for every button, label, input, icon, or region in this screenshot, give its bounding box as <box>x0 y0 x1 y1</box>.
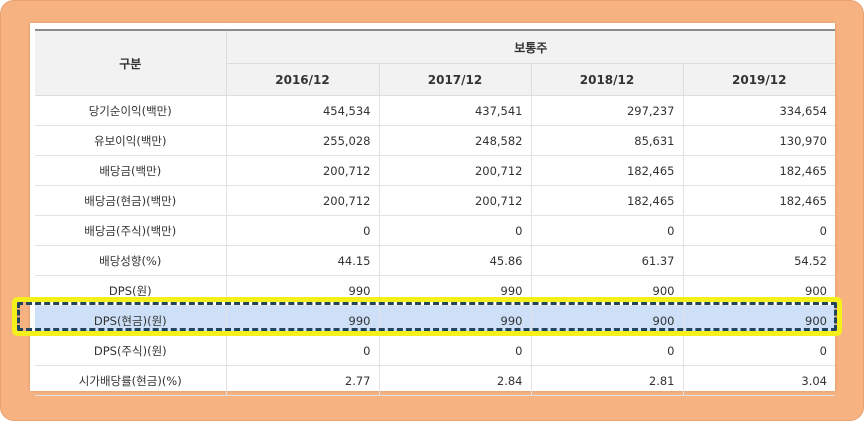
cell-value: 0 <box>683 335 835 366</box>
cell-value: 182,465 <box>683 155 835 186</box>
row-label: 배당성향(%) <box>35 245 227 276</box>
cell-value: 2.84 <box>379 365 532 396</box>
dividend-table: 구분 보통주 2016/12 2017/12 2018/12 2019/12 당… <box>35 29 835 396</box>
cell-value: 900 <box>531 275 684 306</box>
year-header: 2019/12 <box>683 63 835 96</box>
cell-value: 454,534 <box>226 95 380 126</box>
year-header: 2018/12 <box>531 63 684 96</box>
cell-value: 255,028 <box>226 125 380 156</box>
table-row: DPS(주식)(원) 0 0 0 0 <box>35 335 835 366</box>
table-row: DPS(현금)(원) 990 990 900 900 <box>35 305 835 336</box>
cell-value: 200,712 <box>226 155 380 186</box>
cell-value: 0 <box>226 335 380 366</box>
table-row: 배당금(주식)(백만) 0 0 0 0 <box>35 215 835 246</box>
row-label: 유보이익(백만) <box>35 125 227 156</box>
cell-value: 182,465 <box>531 185 684 216</box>
table-row: 당기순이익(백만) 454,534 437,541 297,237 334,654 <box>35 95 835 126</box>
table-row: 유보이익(백만) 255,028 248,582 85,631 130,970 <box>35 125 835 156</box>
cell-value: 61.37 <box>531 245 684 276</box>
cell-value: 200,712 <box>226 185 380 216</box>
cell-value: 248,582 <box>379 125 532 156</box>
table-row: DPS(원) 990 990 900 900 <box>35 275 835 306</box>
cell-value: 0 <box>531 335 684 366</box>
cell-value: 0 <box>226 215 380 246</box>
row-label: 배당금(백만) <box>35 155 227 186</box>
row-label: DPS(현금)(원) <box>35 305 227 336</box>
cell-value: 0 <box>531 215 684 246</box>
cell-value: 900 <box>683 275 835 306</box>
cell-value: 900 <box>531 305 684 336</box>
cell-value: 130,970 <box>683 125 835 156</box>
cell-value: 437,541 <box>379 95 532 126</box>
row-label: 당기순이익(백만) <box>35 95 227 126</box>
cell-value: 990 <box>226 305 380 336</box>
cell-value: 0 <box>379 335 532 366</box>
cell-value: 990 <box>226 275 380 306</box>
table-row: 시가배당률(현금)(%) 2.77 2.84 2.81 3.04 <box>35 365 835 396</box>
cell-value: 45.86 <box>379 245 532 276</box>
cell-value: 2.81 <box>531 365 684 396</box>
cell-value: 334,654 <box>683 95 835 126</box>
cell-value: 2.77 <box>226 365 380 396</box>
group-header: 보통주 <box>226 29 835 64</box>
cell-value: 3.04 <box>683 365 835 396</box>
cell-value: 0 <box>683 215 835 246</box>
cell-value: 900 <box>683 305 835 336</box>
cell-value: 200,712 <box>379 155 532 186</box>
dividend-table-panel: 구분 보통주 2016/12 2017/12 2018/12 2019/12 당… <box>30 23 835 396</box>
row-label: 배당금(현금)(백만) <box>35 185 227 216</box>
cell-value: 44.15 <box>226 245 380 276</box>
row-label: DPS(원) <box>35 275 227 306</box>
corner-header: 구분 <box>35 29 227 96</box>
cell-value: 990 <box>379 275 532 306</box>
cell-value: 0 <box>379 215 532 246</box>
cell-value: 200,712 <box>379 185 532 216</box>
cell-value: 182,465 <box>683 185 835 216</box>
row-label: 배당금(주식)(백만) <box>35 215 227 246</box>
year-header: 2017/12 <box>379 63 532 96</box>
table-row: 배당금(백만) 200,712 200,712 182,465 182,465 <box>35 155 835 186</box>
year-header: 2016/12 <box>226 63 380 96</box>
cell-value: 54.52 <box>683 245 835 276</box>
cell-value: 297,237 <box>531 95 684 126</box>
row-label: 시가배당률(현금)(%) <box>35 365 227 396</box>
table-row: 배당금(현금)(백만) 200,712 200,712 182,465 182,465 <box>35 185 835 216</box>
table-row: 배당성향(%) 44.15 45.86 61.37 54.52 <box>35 245 835 276</box>
row-label: DPS(주식)(원) <box>35 335 227 366</box>
cell-value: 85,631 <box>531 125 684 156</box>
cell-value: 182,465 <box>531 155 684 186</box>
cell-value: 990 <box>379 305 532 336</box>
